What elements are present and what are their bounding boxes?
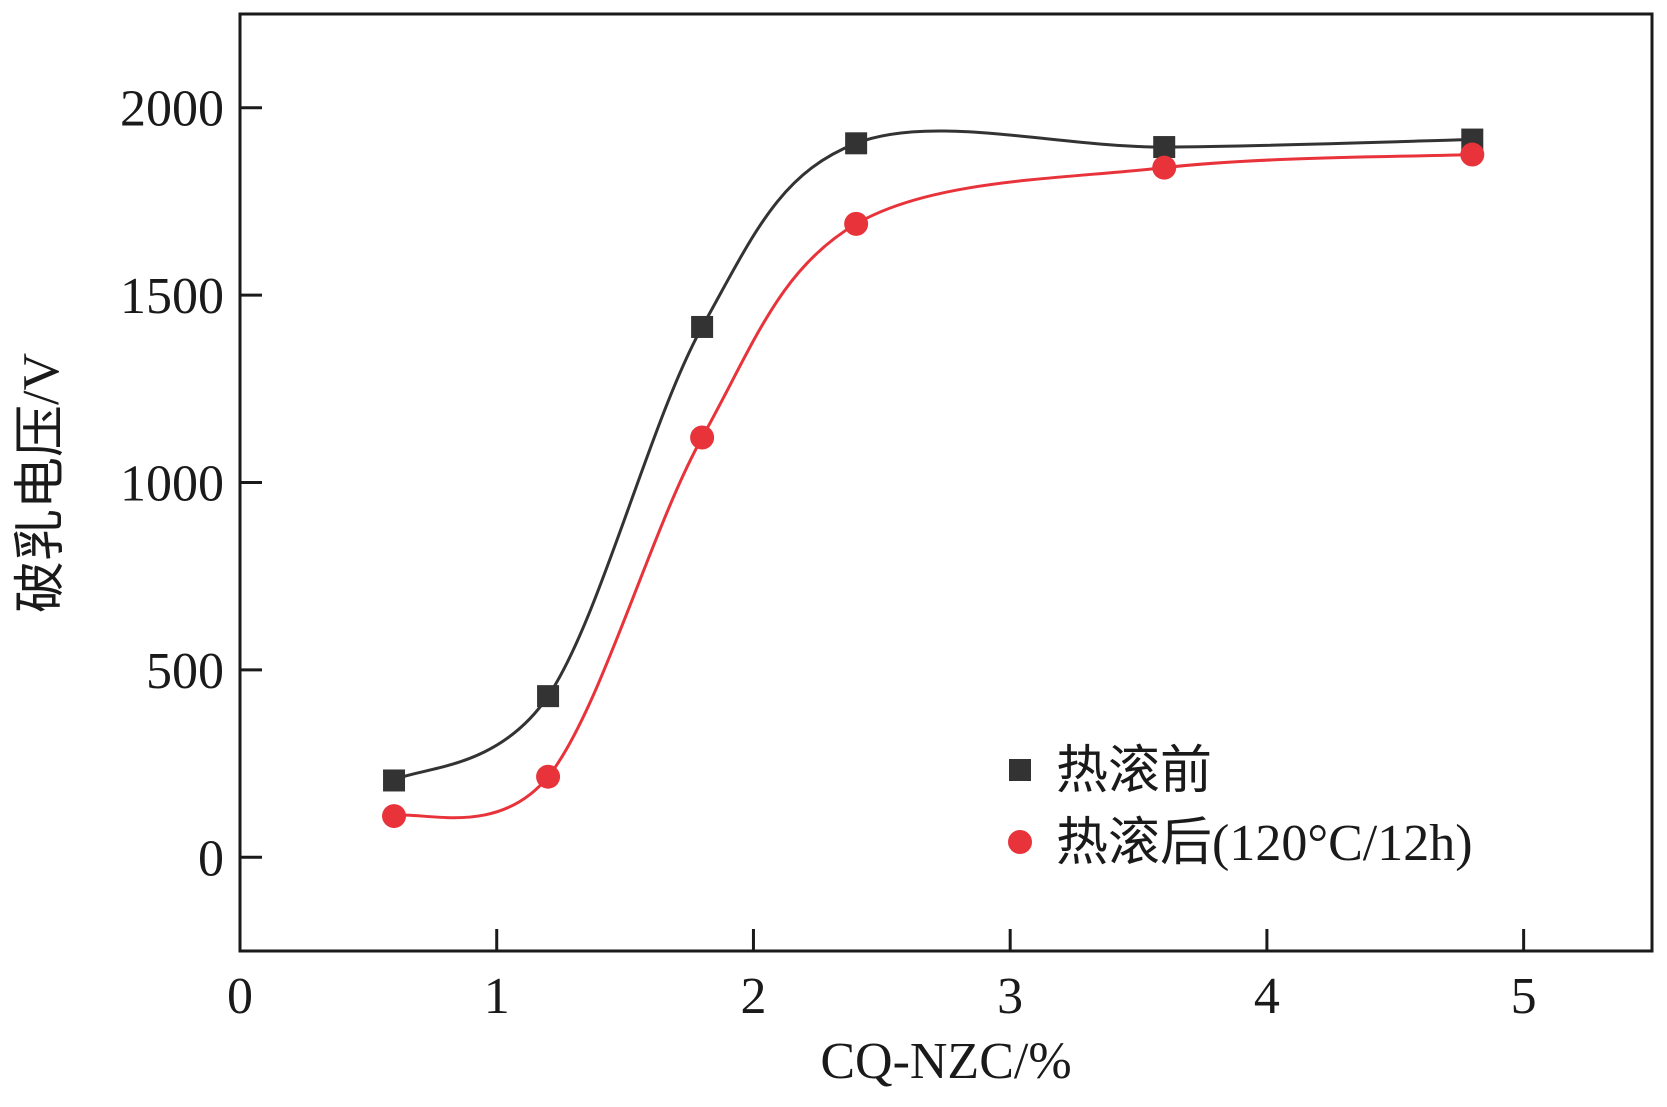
data-point: [1152, 155, 1177, 180]
x-tick-label: 0: [227, 968, 253, 1025]
data-point: [536, 764, 561, 789]
y-axis: 0 500 1000 1500 2000: [120, 81, 262, 887]
data-point: [690, 425, 715, 450]
series-layer: [382, 128, 1485, 829]
legend-item: 热滚前: [1009, 743, 1212, 800]
legend-label: 热滚前: [1056, 743, 1212, 800]
legend-marker: [1008, 830, 1032, 854]
x-tick-label: 4: [1254, 968, 1280, 1025]
y-tick-label: 1000: [120, 456, 224, 513]
data-point: [1460, 142, 1485, 167]
y-tick-label: 500: [146, 643, 224, 700]
data-point: [1153, 136, 1176, 159]
y-tick-label: 2000: [120, 81, 224, 138]
data-point: [537, 685, 560, 708]
series-line: [393, 129, 1473, 782]
data-point: [382, 804, 407, 829]
data-point: [845, 132, 868, 155]
data-point: [383, 769, 406, 792]
y-tick-label: 1500: [120, 268, 224, 325]
x-axis-title: CQ-NZC/%: [820, 1033, 1071, 1090]
x-axis: 0 1 2 3 4 5: [227, 929, 1537, 1025]
legend-marker: [1009, 759, 1031, 781]
series-1: [382, 142, 1485, 829]
series-0: [383, 128, 1484, 792]
x-tick-label: 2: [740, 968, 766, 1025]
x-tick-label: 5: [1511, 968, 1537, 1025]
data-point: [691, 315, 714, 338]
series-line: [393, 153, 1473, 820]
x-tick-label: 1: [484, 968, 510, 1025]
x-tick-label: 3: [997, 968, 1023, 1025]
y-tick-label: 0: [198, 830, 224, 887]
y-axis-title: 破乳电压/V: [13, 353, 70, 613]
legend-label: 热滚后(120°C/12h): [1056, 815, 1473, 872]
legend-item: 热滚后(120°C/12h): [1008, 815, 1473, 872]
data-point: [844, 211, 869, 236]
